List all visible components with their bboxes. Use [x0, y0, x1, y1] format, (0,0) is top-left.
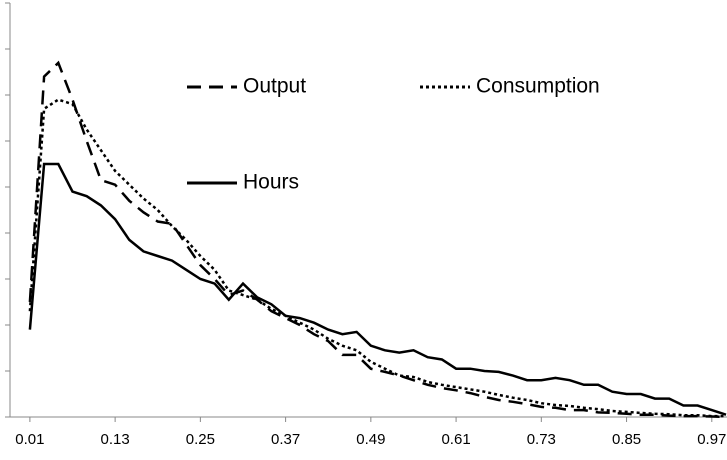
x-tick-label: 0.13: [101, 431, 130, 448]
series-line: [28, 98, 726, 418]
x-tick-label: 0.61: [441, 431, 470, 448]
x-tick-label: 0.97: [697, 431, 726, 448]
x-tick-label: 0.37: [271, 431, 300, 448]
series-line: [28, 60, 727, 419]
x-tick-label: 0.73: [527, 431, 556, 448]
x-tick-label: 0.49: [356, 431, 385, 448]
series-line: [28, 162, 727, 416]
x-tick-label: 0.25: [186, 431, 215, 448]
legend-label: Hours: [243, 171, 299, 194]
legend-label: Output: [243, 75, 306, 98]
x-tick-label: 0.85: [612, 431, 641, 448]
x-tick-label: 0.01: [15, 431, 44, 448]
legend-label: Consumption: [476, 75, 600, 98]
